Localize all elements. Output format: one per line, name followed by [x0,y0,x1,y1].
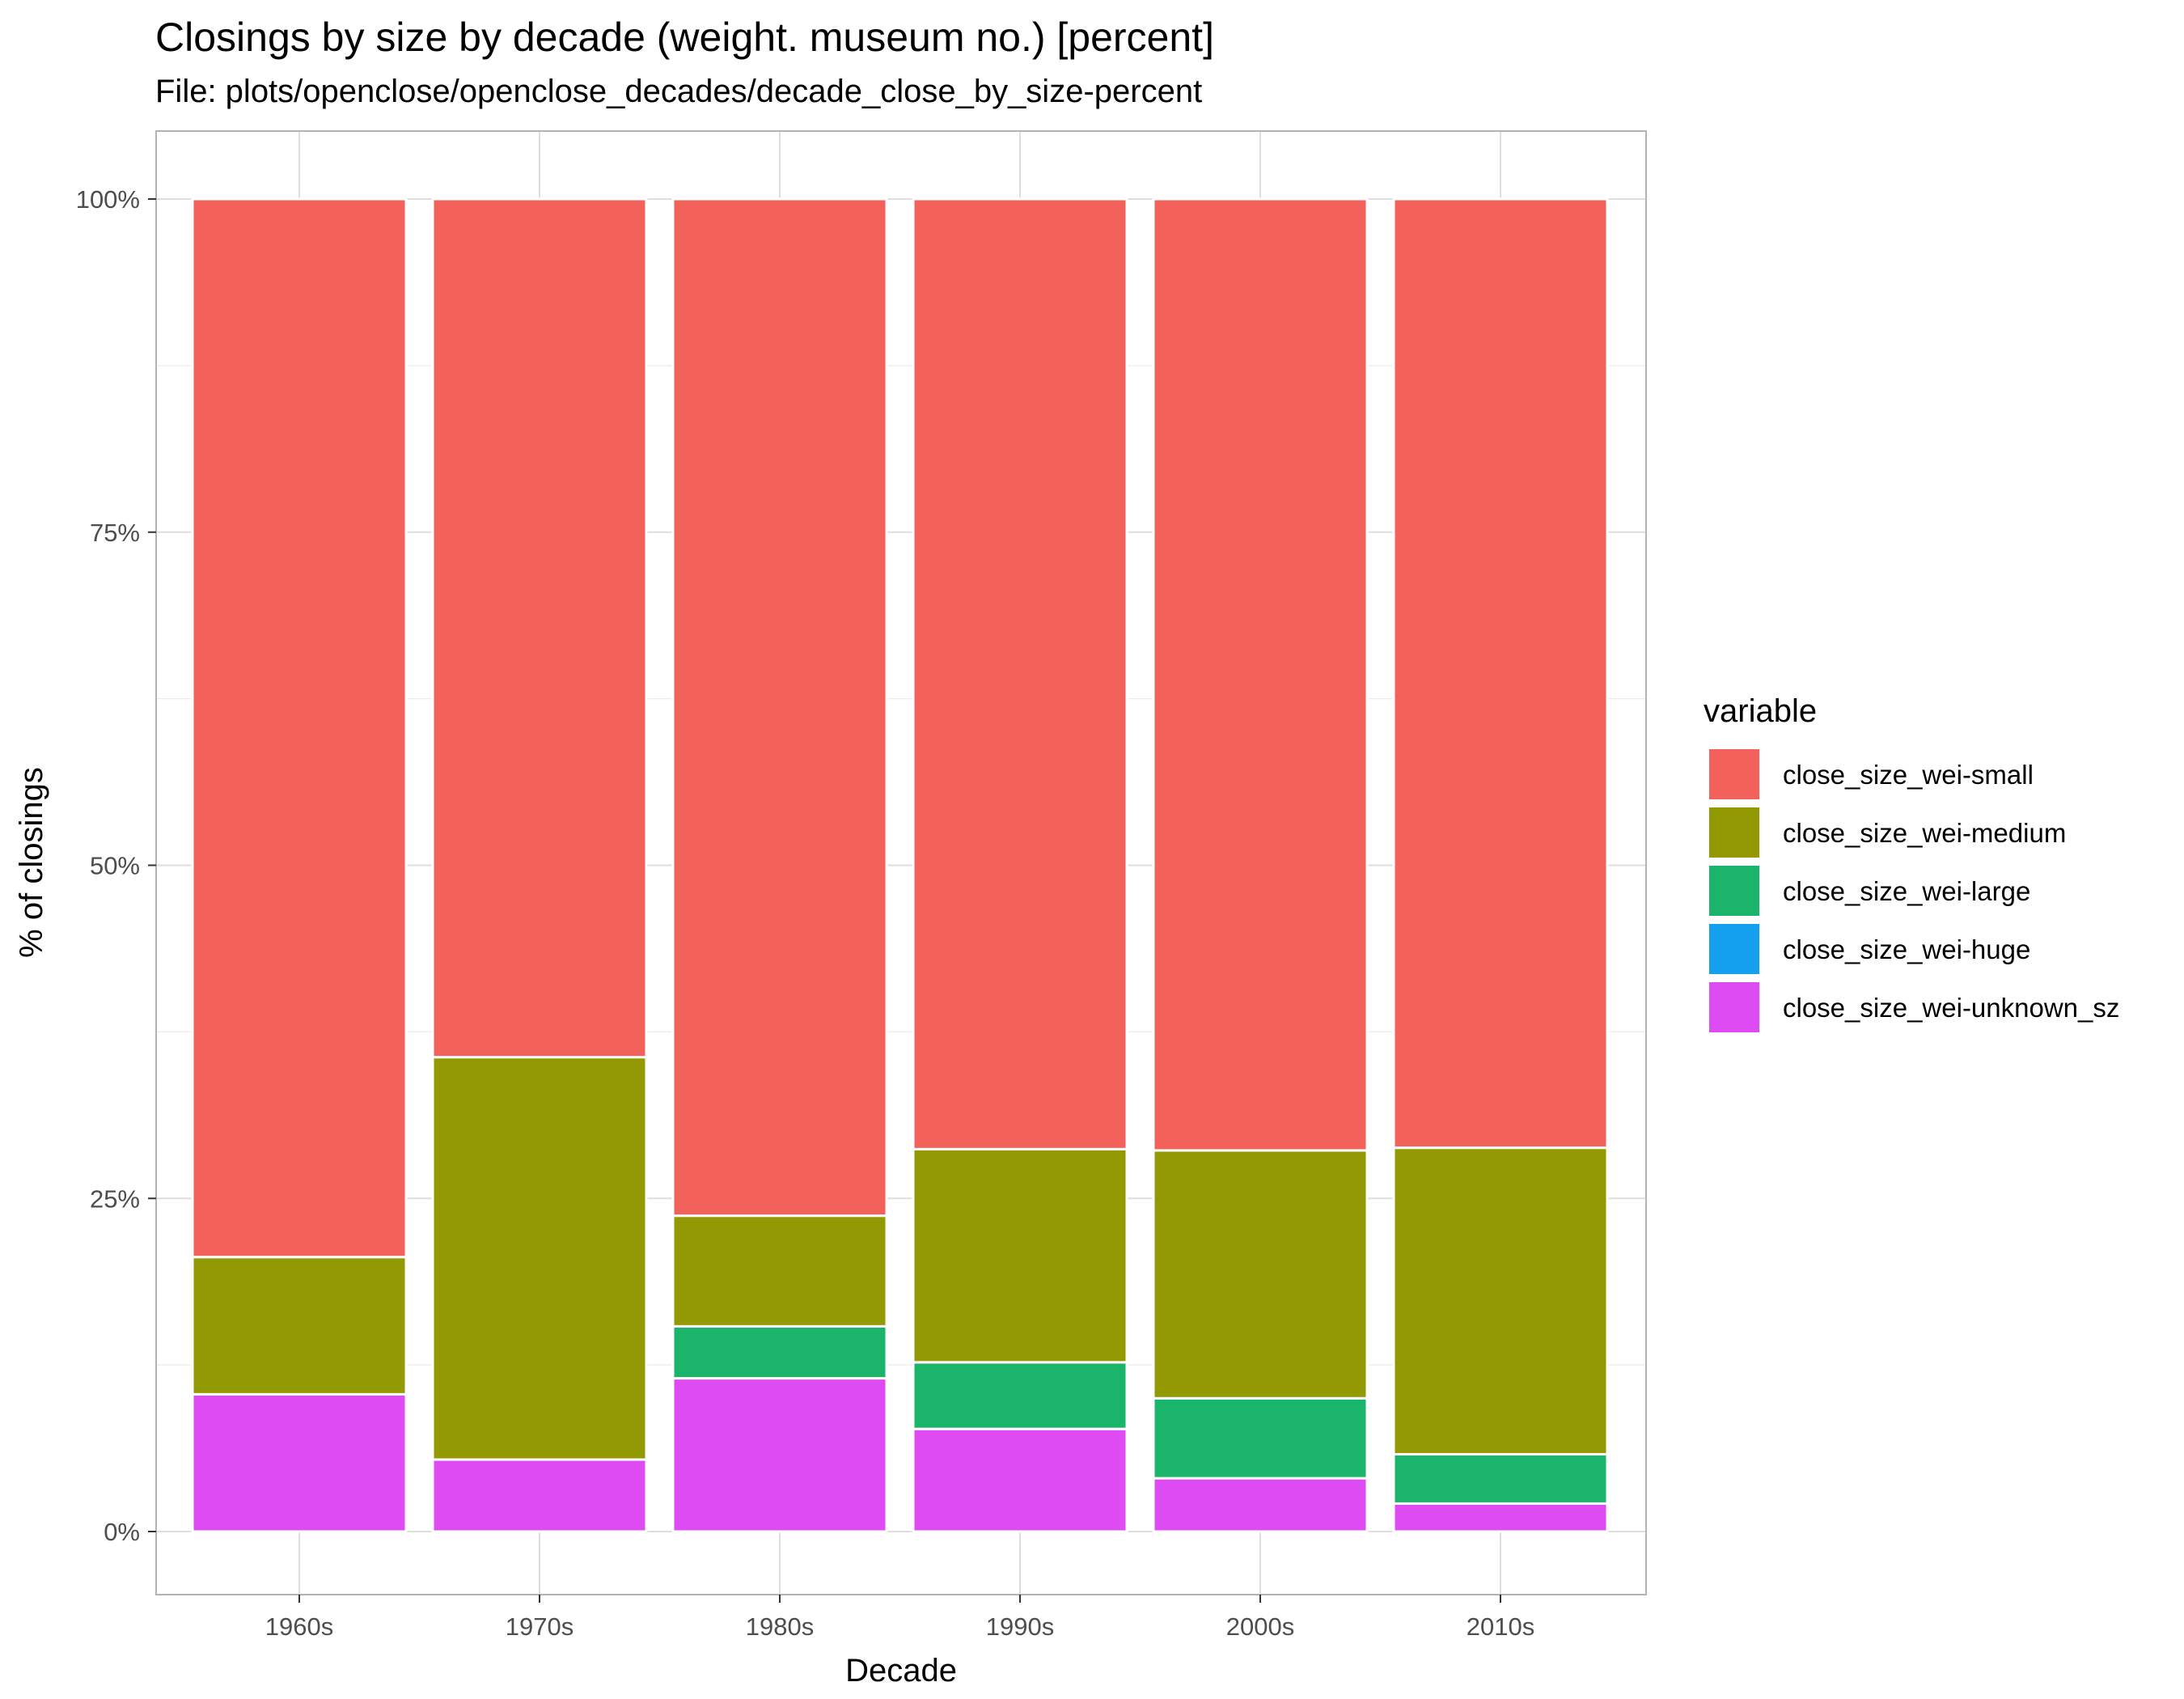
x-axis-title: Decade [845,1653,957,1688]
x-tick-label: 1990s [986,1612,1054,1641]
bar-segment-2000s-large [1152,1396,1369,1480]
bar-segment-2000s-medium [1152,1149,1369,1400]
legend-label: close_size_wei-medium [1783,818,2066,848]
legend-label: close_size_wei-unknown_sz [1783,993,2119,1023]
bar-segment-1990s-unknown_sz [912,1427,1128,1533]
y-axis: 0% 25% 50% 75% 100% [76,185,156,1546]
bar-segment-1960s-medium [191,1256,408,1396]
legend-key-medium [1708,806,1761,859]
bar-segment-1980s-small [671,197,888,1218]
legend: variable close_size_wei-small close_size_… [1704,693,2119,1034]
legend-key-small [1708,748,1761,801]
bar-segment-1960s-unknown_sz [191,1392,408,1533]
legend-key-huge [1708,922,1761,976]
y-tick-label: 75% [90,519,140,547]
chart-subtitle: File: plots/openclose/openclose_decades/… [155,74,1203,109]
bar-segment-2010s-unknown_sz [1392,1502,1609,1533]
plot-panel-border [155,130,1647,1595]
bar-segment-2010s-large [1392,1452,1609,1505]
legend-label: close_size_wei-huge [1783,934,2030,964]
bar-segment-1990s-medium [912,1147,1128,1364]
bars-group [191,197,1609,1533]
x-tick-label: 2010s [1467,1612,1534,1641]
bar-segment-1980s-large [671,1324,888,1380]
y-tick-label: 50% [90,852,140,880]
chart-title: Closings by size by decade (weight. muse… [155,15,1214,60]
y-tick-label: 0% [104,1518,140,1546]
legend-title: variable [1704,693,1817,729]
bar-segment-1980s-unknown_sz [671,1377,888,1533]
x-tick-label: 2000s [1226,1612,1294,1641]
bar-segment-2010s-medium [1392,1146,1609,1455]
bar-segment-1970s-unknown_sz [431,1458,648,1533]
bar-segment-2010s-small [1392,197,1609,1150]
legend-key-large [1708,864,1761,917]
bar-segment-1960s-small [191,197,408,1259]
bar-segment-1990s-large [912,1361,1128,1430]
bar-segment-1970s-small [431,197,648,1059]
bar-segment-2000s-unknown_sz [1152,1477,1369,1533]
x-axis: 1960s 1970s 1980s 1990s 2000s 2010s [265,1595,1534,1641]
x-tick-label: 1980s [746,1612,814,1641]
x-tick-label: 1970s [506,1612,574,1641]
legend-key-unknown_sz [1708,981,1761,1034]
y-tick-label: 100% [76,185,140,214]
bar-segment-1980s-medium [671,1214,888,1328]
legend-label: close_size_wei-small [1783,760,2034,790]
x-tick-label: 1960s [265,1612,333,1641]
y-tick-label: 25% [90,1184,140,1213]
bar-segment-1990s-small [912,197,1128,1150]
legend-label: close_size_wei-large [1783,876,2030,906]
bar-segment-1970s-medium [431,1056,648,1461]
y-axis-title: % of closings [14,767,49,958]
bar-segment-2000s-small [1152,197,1369,1152]
